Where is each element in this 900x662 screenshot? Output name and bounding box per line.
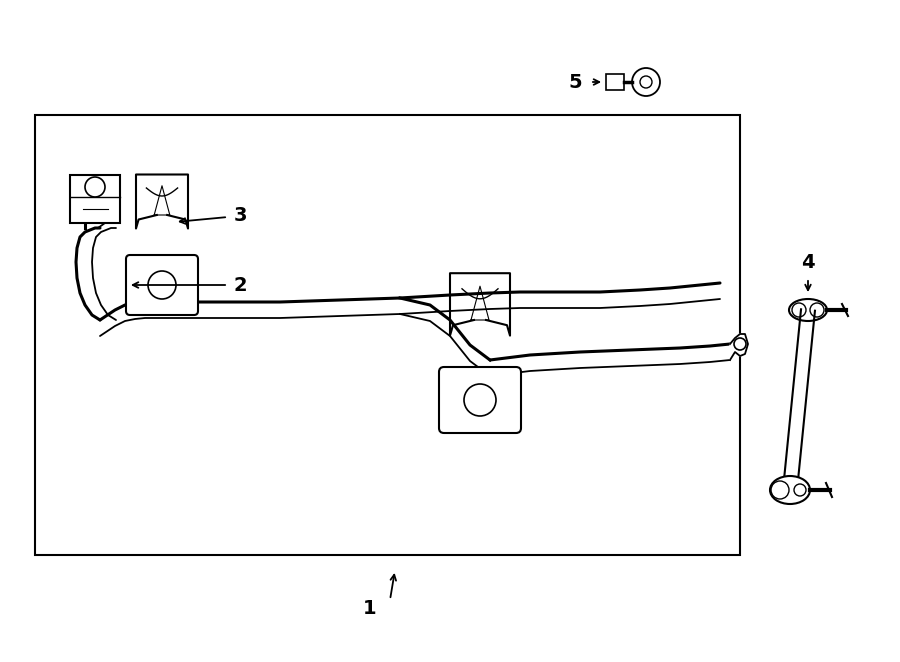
Text: 3: 3	[233, 205, 247, 224]
FancyBboxPatch shape	[126, 255, 198, 315]
Text: 2: 2	[233, 275, 247, 295]
Ellipse shape	[770, 476, 810, 504]
Ellipse shape	[789, 299, 827, 321]
Text: 4: 4	[801, 252, 814, 271]
Polygon shape	[730, 334, 748, 360]
Text: 1: 1	[364, 598, 377, 618]
FancyBboxPatch shape	[439, 367, 521, 433]
Text: 5: 5	[568, 73, 581, 91]
FancyBboxPatch shape	[70, 175, 120, 223]
Bar	[35, 115, 740, 555]
Bar	[606, 74, 624, 90]
